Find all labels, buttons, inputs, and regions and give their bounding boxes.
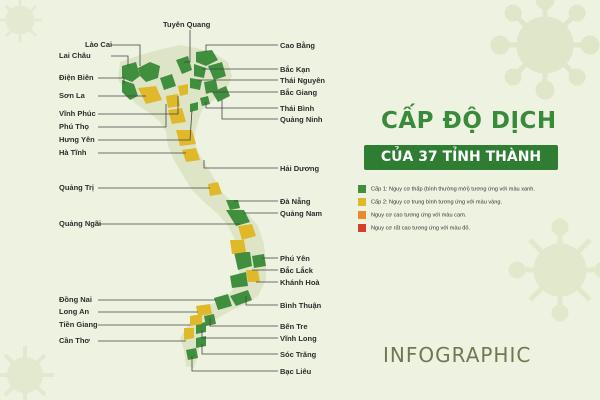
label-ha-tinh: Hà Tĩnh bbox=[59, 148, 87, 157]
level-1-provinces bbox=[122, 50, 266, 360]
province-nghe-an bbox=[176, 130, 196, 146]
province-tuyen-quang bbox=[176, 56, 192, 74]
label-bac-kan: Bắc Kạn bbox=[280, 65, 311, 74]
legend-item-level-4: Nguy cơ rất cao tương ứng với màu đỏ. bbox=[358, 224, 470, 233]
label-son-la: Sơn La bbox=[59, 91, 85, 100]
subtitle-banner: CỦA 37 TỈNH THÀNH bbox=[364, 145, 558, 170]
label-da-nang: Đà Nẵng bbox=[280, 197, 311, 206]
main-title: CẤP ĐỘ DỊCH bbox=[381, 108, 557, 134]
label-long-an: Long An bbox=[59, 307, 90, 316]
province-dak-lak bbox=[234, 252, 252, 270]
legend-swatch-green bbox=[358, 185, 366, 193]
label-hai-duong: Hải Dương bbox=[280, 164, 320, 173]
label-phu-tho: Phú Thọ bbox=[59, 122, 89, 131]
province-vinh-long bbox=[196, 322, 206, 334]
province-lao-cai bbox=[138, 62, 160, 82]
province-phu-tho bbox=[166, 94, 180, 108]
legend-text: Cấp 1: Nguy cơ thấp (bình thường mới) tư… bbox=[371, 186, 535, 193]
province-can-tho bbox=[184, 328, 194, 340]
province-dong-nai bbox=[214, 294, 232, 310]
label-bac-lieu: Bạc Liêu bbox=[280, 367, 312, 376]
label-can-tho: Cần Thơ bbox=[59, 336, 90, 345]
level-2-provinces bbox=[138, 84, 260, 340]
virus-decoration-top-right bbox=[490, 0, 600, 100]
label-cao-bang: Cao Bằng bbox=[280, 41, 316, 50]
province-lang-son bbox=[208, 62, 226, 80]
virus-decoration-right bbox=[508, 218, 600, 322]
province-phu-yen bbox=[252, 254, 266, 268]
province-hoa-binh bbox=[168, 108, 186, 124]
label-thai-binh: Thái Bình bbox=[280, 104, 315, 113]
province-quang-ninh bbox=[212, 86, 230, 102]
province-gia-lai bbox=[230, 240, 246, 254]
province-quang-nam bbox=[226, 210, 250, 226]
province-quang-tri bbox=[208, 182, 222, 196]
province-long-an bbox=[196, 304, 212, 316]
virus-decoration-bottom-left bbox=[0, 346, 54, 400]
province-binh-thuan bbox=[230, 290, 252, 306]
label-dien-bien: Điện Biên bbox=[59, 73, 94, 82]
label-lai-chau: Lai Châu bbox=[59, 51, 91, 60]
label-quang-ninh: Quảng Ninh bbox=[280, 115, 323, 124]
province-vinh-phuc bbox=[178, 84, 188, 96]
label-hung-yen: Hưng Yên bbox=[59, 135, 95, 144]
label-vinh-phuc: Vĩnh Phúc bbox=[59, 109, 96, 118]
province-bac-giang bbox=[204, 80, 218, 94]
label-tuyen-quang: Tuyên Quang bbox=[163, 20, 211, 29]
province-soc-trang bbox=[196, 336, 206, 348]
infographic-footer-label: INFOGRAPHIC bbox=[383, 343, 532, 367]
label-dak-lak: Đắc Lắck bbox=[280, 266, 313, 275]
province-lai-chau bbox=[122, 62, 140, 82]
legend-swatch-orange bbox=[358, 211, 366, 219]
label-dong-nai: Đồng Nai bbox=[59, 295, 92, 304]
province-thai-binh bbox=[200, 96, 210, 106]
label-lao-cai: Lào Cai bbox=[85, 40, 113, 49]
label-quang-ngai: Quảng Ngãi bbox=[59, 219, 102, 228]
province-dien-bien bbox=[122, 80, 138, 100]
label-ben-tre: Bến Tre bbox=[280, 322, 308, 331]
label-quang-tri: Quảng Trị bbox=[59, 183, 95, 192]
province-hung-yen bbox=[190, 102, 198, 112]
province-bac-kan bbox=[194, 64, 206, 78]
legend-item-level-1: Cấp 1: Nguy cơ thấp (bình thường mới) tư… bbox=[358, 185, 535, 194]
province-thai-nguyen bbox=[190, 78, 202, 90]
province-quang-ngai bbox=[238, 224, 256, 240]
label-phu-yen: Phú Yên bbox=[280, 254, 310, 263]
label-tien-giang: Tiền Giang bbox=[59, 320, 98, 329]
province-bac-lieu bbox=[186, 348, 198, 360]
province-khanh-hoa bbox=[246, 270, 260, 282]
legend-item-level-3: Nguy cơ cao tương ứng với màu cam. bbox=[358, 211, 466, 220]
leader-lines bbox=[98, 30, 278, 372]
legend-item-level-2: Cấp 2: Nguy cơ trung bình tương ứng với … bbox=[358, 198, 502, 207]
label-soc-trang: Sóc Trăng bbox=[280, 350, 317, 359]
province-ha-tinh bbox=[182, 148, 200, 162]
legend-swatch-yellow bbox=[358, 198, 366, 206]
label-vinh-long: Vĩnh Long bbox=[280, 334, 317, 343]
legend-text: Cấp 2: Nguy cơ trung bình tương ứng với … bbox=[371, 199, 503, 206]
province-tien-giang bbox=[190, 314, 202, 326]
label-bac-giang: Bắc Giang bbox=[280, 88, 318, 97]
legend-text: Nguy cơ rất cao tương ứng với màu đỏ. bbox=[371, 225, 471, 232]
label-khanh-hoa: Khánh Hoà bbox=[280, 278, 320, 287]
province-cao-bang bbox=[196, 50, 218, 66]
label-binh-thuan: Bình Thuận bbox=[280, 301, 322, 310]
province-son-la bbox=[138, 86, 162, 104]
province-lam-dong bbox=[230, 272, 248, 288]
label-thai-nguyen: Thái Nguyên bbox=[280, 76, 326, 85]
label-quang-nam: Quảng Nam bbox=[280, 209, 323, 218]
province-yen-bai bbox=[160, 74, 176, 90]
legend-swatch-red bbox=[358, 224, 366, 232]
province-da-nang bbox=[226, 200, 240, 210]
legend-text: Nguy cơ cao tương ứng với màu cam. bbox=[371, 212, 467, 219]
virus-decoration-top-left bbox=[0, 0, 42, 42]
